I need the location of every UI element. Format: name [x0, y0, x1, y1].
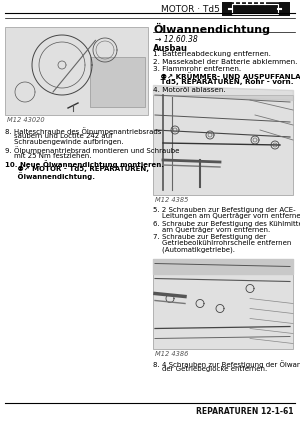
Text: der Getriebeglocke entfernen.: der Getriebeglocke entfernen. — [153, 366, 267, 372]
Text: Ölwannendichtung.: Ölwannendichtung. — [5, 172, 95, 180]
Text: 1. Batterieabdeckung entfernen.: 1. Batterieabdeckung entfernen. — [153, 51, 271, 57]
Bar — [153, 258, 293, 348]
Text: 8. Halteschraube des Ölpumpenantriebsrads: 8. Halteschraube des Ölpumpenantriebsrad… — [5, 127, 161, 135]
Text: Schraubengewinde aufbringen.: Schraubengewinde aufbringen. — [5, 139, 124, 145]
Text: ⚉↗ KRÜMMER- UND AUSPUFFANLAGE -: ⚉↗ KRÜMMER- UND AUSPUFFANLAGE - — [153, 73, 300, 79]
Text: MOTOR · Td5: MOTOR · Td5 — [161, 5, 220, 14]
Text: M12 43020: M12 43020 — [7, 117, 45, 123]
Text: 6. Schraube zur Befestigung des Kühlmittelrohrs: 6. Schraube zur Befestigung des Kühlmitt… — [153, 221, 300, 227]
Text: 4. Motoröl ablassen.: 4. Motoröl ablassen. — [153, 87, 226, 93]
Bar — [90, 57, 145, 107]
Text: → 12.60.38: → 12.60.38 — [155, 35, 198, 44]
Text: mit 25 Nm festziehen.: mit 25 Nm festziehen. — [5, 153, 91, 159]
Bar — [232, 4, 278, 14]
Bar — [153, 95, 293, 195]
Text: (Automatikgetriebe).: (Automatikgetriebe). — [153, 246, 235, 252]
Text: 7. Schraube zur Befestigung der: 7. Schraube zur Befestigung der — [153, 234, 266, 240]
Bar — [222, 2, 290, 16]
Text: am Querträger vorn entfernen.: am Querträger vorn entfernen. — [153, 227, 270, 232]
Bar — [5, 27, 148, 115]
Text: Ausbau: Ausbau — [153, 44, 188, 53]
Text: M12 4386: M12 4386 — [155, 351, 188, 357]
Text: M12 4385: M12 4385 — [155, 197, 188, 203]
Text: 2. Massekabel der Batterie abklemmen.: 2. Massekabel der Batterie abklemmen. — [153, 59, 297, 65]
Text: 10. Neue Ölwannendichtung montieren.: 10. Neue Ölwannendichtung montieren. — [5, 160, 164, 168]
Text: REPARATUREN 12-1-61: REPARATUREN 12-1-61 — [196, 407, 293, 416]
Text: 8. 4 Schrauben zur Befestigung der Ölwanne an: 8. 4 Schrauben zur Befestigung der Ölwan… — [153, 360, 300, 368]
Text: Getriebeolkühlrrohrscheile entfernen: Getriebeolkühlrrohrscheile entfernen — [153, 240, 291, 246]
Text: 5. 2 Schrauben zur Befestigung der ACE-: 5. 2 Schrauben zur Befestigung der ACE- — [153, 207, 296, 213]
Text: 3. Flammrohr entfernen.: 3. Flammrohr entfernen. — [153, 66, 241, 72]
Text: ⚉↗ MOTOR - Td5, REPARATUREN,: ⚉↗ MOTOR - Td5, REPARATUREN, — [5, 166, 149, 172]
Text: Ölwannendichtung: Ölwannendichtung — [153, 23, 270, 35]
Text: 9. Ölpumpenantriebsrad montieren und Schraube: 9. Ölpumpenantriebsrad montieren und Sch… — [5, 147, 179, 154]
Text: Leitungen am Querträger vorn entfernen.: Leitungen am Querträger vorn entfernen. — [153, 213, 300, 219]
Text: Td5, REPARATUREN, Rohr - vorn.: Td5, REPARATUREN, Rohr - vorn. — [153, 79, 293, 85]
Text: säubern und Loctite 242 auf: säubern und Loctite 242 auf — [5, 133, 112, 139]
